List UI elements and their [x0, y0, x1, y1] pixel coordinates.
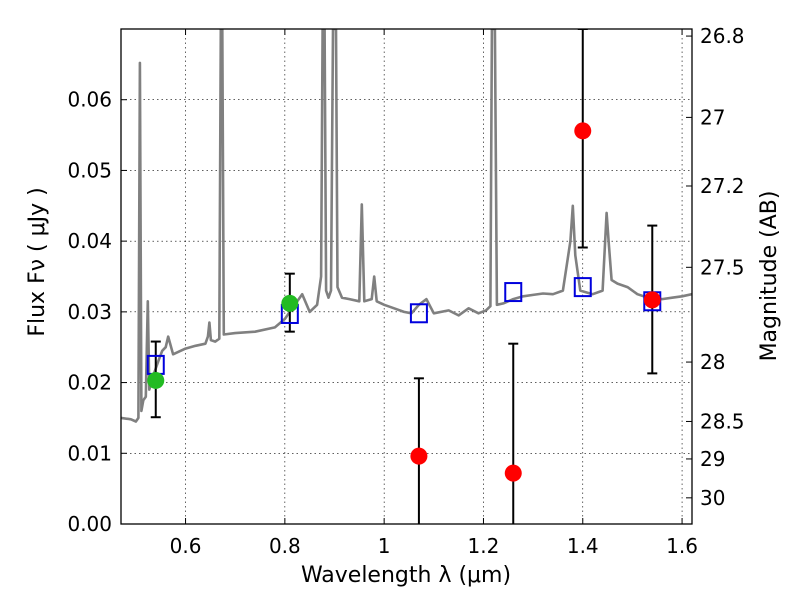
y-tick-label: 0.05: [67, 158, 112, 182]
nondetection-point: [504, 464, 522, 482]
model-square-point: [409, 303, 428, 324]
y-axis-label: Flux Fν ( μJy ): [25, 187, 50, 336]
spectrum-line: [121, 29, 692, 423]
y2-axis-label: Magnitude (AB): [757, 191, 782, 362]
model-square-point: [504, 282, 523, 303]
grid-lines: [121, 29, 692, 524]
y-tick-label: 0.06: [67, 88, 112, 112]
y-tick-label: 0.00: [67, 512, 112, 536]
x-tick-label: 1: [378, 534, 391, 558]
y-tick-label: 0.02: [67, 371, 112, 395]
model-square-point: [573, 277, 592, 298]
y-tick-label: 0.03: [67, 300, 112, 324]
y2-tick-label: 27.5: [700, 255, 745, 279]
y2-tick-label: 28: [700, 350, 725, 374]
nondetection-point: [410, 447, 428, 465]
x-tick-label: 1.6: [666, 534, 698, 558]
nondetection-point: [643, 291, 661, 309]
y2-tick-label: 27.2: [700, 174, 745, 198]
detection-point: [147, 371, 165, 389]
x-tick-label: 1.4: [567, 534, 599, 558]
nondetection-point: [574, 122, 592, 140]
x-axis-label: Wavelength λ (μm): [301, 563, 511, 588]
plot-frame: [120, 28, 693, 525]
detection-point: [281, 294, 299, 312]
y-tick-label: 0.01: [67, 441, 112, 465]
plot-area: [121, 29, 692, 524]
y2-tick-label: 29: [700, 447, 725, 471]
x-tick-label: 0.8: [269, 534, 301, 558]
axis-ticks: 0.6 0.8 1 1.2 1.4 1.6 0.00 0.01 0.02 0.03 0.04 0.05…: [67, 24, 744, 558]
x-tick-label: 0.6: [170, 534, 202, 558]
y2-tick-label: 28.5: [700, 409, 745, 433]
y2-tick-label: 30: [700, 486, 725, 510]
y-tick-label: 0.04: [67, 229, 112, 253]
x-tick-label: 1.2: [468, 534, 500, 558]
y2-tick-label: 27: [700, 105, 725, 129]
y2-tick-label: 26.8: [700, 24, 745, 48]
